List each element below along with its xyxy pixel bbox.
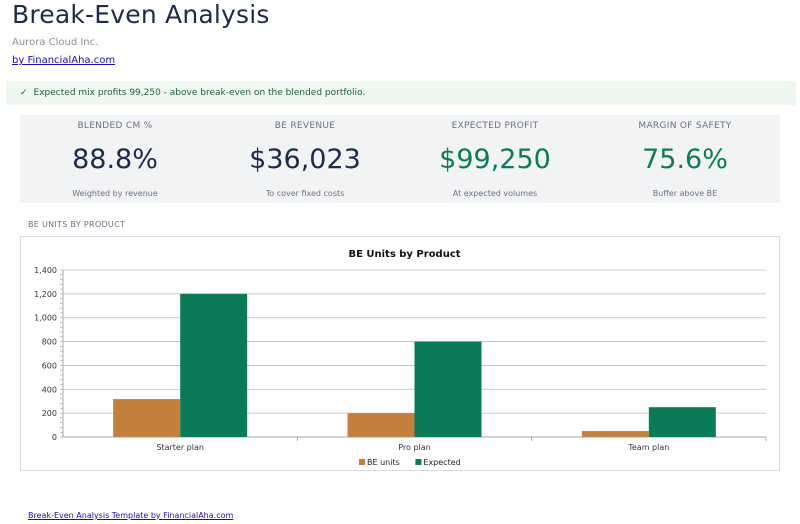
kpi-value: 75.6% <box>642 144 728 175</box>
status-banner: ✓ Expected mix profits 99,250 - above bre… <box>6 81 796 105</box>
be-units-chart: BE Units by Product 0 200 400 600 800 1,000 1,2… <box>34 249 767 467</box>
y-tick-label: 1,200 <box>34 290 57 299</box>
kpi-blended-cm: BLENDED CM % 88.8% Weighted by revenue <box>20 115 210 203</box>
kpi-subtext: To cover fixed costs <box>265 189 345 198</box>
legend-swatch <box>415 459 422 465</box>
legend-label: BE units <box>367 458 400 467</box>
bar-expected <box>180 293 248 437</box>
kpi-label: BLENDED CM % <box>77 121 153 131</box>
kpi-subtext: Buffer above BE <box>652 189 718 198</box>
x-tick-label: Pro plan <box>398 443 431 452</box>
kpi-label: MARGIN OF SAFETY <box>638 121 732 131</box>
kpi-margin-of-safety: MARGIN OF SAFETY 75.6% Buffer above BE <box>590 115 780 203</box>
kpi-value: $36,023 <box>249 144 361 175</box>
y-tick-label: 1,000 <box>34 314 57 323</box>
section-label: BE UNITS BY PRODUCT <box>28 220 126 229</box>
y-tick-label: 0 <box>52 433 57 442</box>
kpi-value: $99,250 <box>439 144 551 175</box>
legend-swatch <box>359 459 365 465</box>
x-tick-label: Team plan <box>627 443 669 452</box>
kpi-value: 88.8% <box>72 144 158 175</box>
banner-message: Expected mix profits 99,250 - above brea… <box>33 88 366 98</box>
kpi-expected-profit: EXPECTED PROFIT $99,250 At expected volu… <box>400 115 590 203</box>
bar-be-units <box>347 413 415 437</box>
kpi-subtext: Weighted by revenue <box>72 189 158 198</box>
page-title: Break-Even Analysis <box>12 0 270 29</box>
chart-title: BE Units by Product <box>348 249 460 260</box>
kpi-label: BE REVENUE <box>274 121 336 131</box>
footer-link[interactable]: Break-Even Analysis Template by Financia… <box>28 511 234 520</box>
check-icon: ✓ <box>20 88 28 98</box>
company-name: Aurora Cloud Inc. <box>12 37 99 48</box>
y-tick-label: 400 <box>42 385 57 394</box>
bar-be-units <box>581 431 649 437</box>
byline-link[interactable]: by FinancialAha.com <box>12 55 116 66</box>
kpi-be-revenue: BE REVENUE $36,023 To cover fixed costs <box>210 115 400 203</box>
bar-expected <box>414 341 482 437</box>
y-tick-label: 600 <box>42 361 57 370</box>
bar-expected <box>648 407 716 437</box>
kpi-subtext: At expected volumes <box>452 189 538 198</box>
y-tick-label: 800 <box>42 338 57 347</box>
y-tick-label: 200 <box>42 409 57 418</box>
y-tick-label: 1,400 <box>34 266 57 275</box>
bar-be-units <box>113 399 181 437</box>
legend-label: Expected <box>423 458 460 467</box>
chart-container: BE Units by Product 0 200 400 600 800 1,000 1,2… <box>20 236 780 471</box>
kpi-label: EXPECTED PROFIT <box>451 121 539 131</box>
x-tick-label: Starter plan <box>156 443 204 452</box>
kpi-panel: BLENDED CM % 88.8% Weighted by revenue B… <box>20 115 780 203</box>
